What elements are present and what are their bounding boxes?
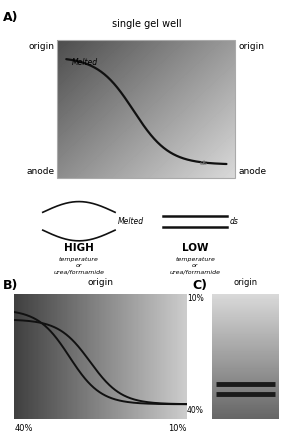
Text: ds: ds [200, 160, 208, 165]
Text: HIGH: HIGH [64, 243, 94, 252]
Text: temperature
or
urea/formamide: temperature or urea/formamide [53, 257, 104, 274]
Text: 10%: 10% [187, 294, 204, 303]
Text: LOW: LOW [182, 243, 208, 252]
Text: temperature
or
urea/formamide: temperature or urea/formamide [170, 257, 221, 274]
Text: A): A) [3, 11, 18, 24]
Text: single gel well: single gel well [112, 19, 181, 29]
Text: B): B) [3, 279, 18, 292]
Text: anode: anode [238, 167, 266, 176]
Text: origin: origin [238, 42, 264, 51]
Text: 40%: 40% [187, 406, 204, 415]
Text: Melted: Melted [118, 217, 144, 226]
Text: origin: origin [233, 278, 257, 287]
Text: 10%: 10% [168, 424, 187, 433]
Text: 40%: 40% [14, 424, 33, 433]
Text: origin: origin [88, 278, 113, 287]
Text: origin: origin [28, 42, 55, 51]
Text: ds: ds [230, 217, 239, 226]
Text: C): C) [192, 279, 207, 292]
Text: anode: anode [26, 167, 55, 176]
Text: Melted: Melted [72, 58, 98, 67]
